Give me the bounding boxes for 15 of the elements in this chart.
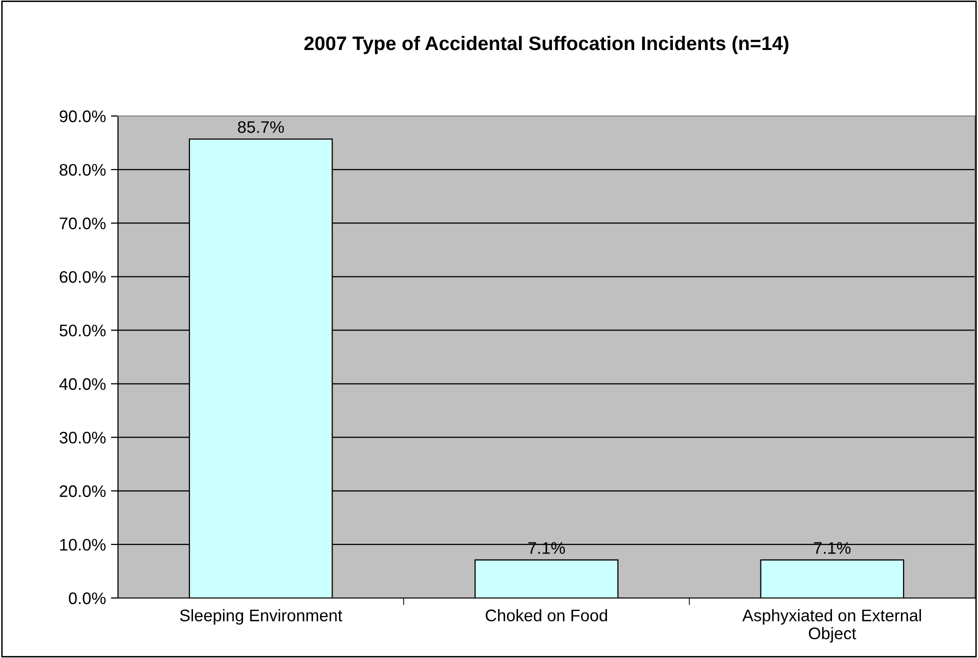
y-tick-label: 20.0% bbox=[60, 485, 106, 498]
x-tick-label: Choked on Food bbox=[486, 609, 608, 622]
y-tick-label: 60.0% bbox=[60, 271, 106, 283]
chart-title: 2007 Type of Accidental Suffocation Incidents (n=14) bbox=[304, 36, 788, 54]
y-tick-label: 90.0% bbox=[60, 110, 106, 122]
x-tick-label: Sleeping Environment bbox=[180, 609, 342, 625]
y-tick-label: 50.0% bbox=[60, 324, 106, 336]
y-tick-label: 0.0% bbox=[68, 592, 106, 604]
y-tick-label: 10.0% bbox=[60, 538, 106, 551]
data-label: 85.7% bbox=[238, 121, 284, 133]
y-tick-label: 70.0% bbox=[60, 218, 106, 230]
y-tick-label: 40.0% bbox=[59, 378, 106, 390]
y-tick-label: 80.0% bbox=[60, 164, 106, 176]
x-tick-label: Asphyxiated on External Object bbox=[742, 609, 921, 643]
y-tick-label: 30.0% bbox=[60, 432, 106, 444]
